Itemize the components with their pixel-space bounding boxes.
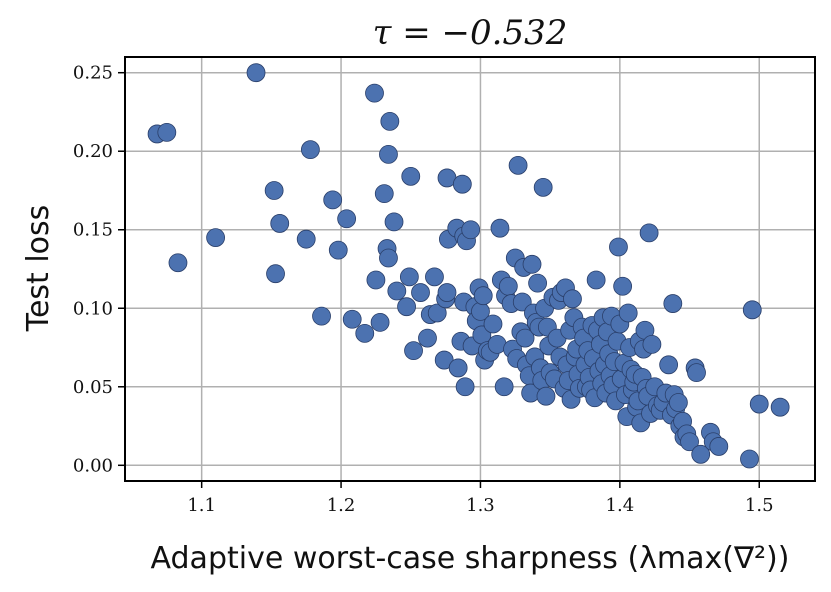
data-point: [270, 214, 290, 233]
data-point: [312, 306, 331, 326]
y-tick-label: 0.15: [73, 220, 113, 241]
data-point: [618, 303, 638, 323]
data-point: [380, 111, 400, 131]
data-point: [355, 323, 375, 343]
data-point: [418, 328, 437, 348]
data-point: [366, 270, 386, 290]
data-point: [749, 394, 769, 414]
data-point: [515, 328, 535, 348]
data-point: [455, 377, 475, 397]
data-point: [437, 283, 457, 302]
data-point: [296, 229, 316, 249]
x-tick-label: 1.4: [606, 495, 635, 516]
x-axis-ticks: 1.1 1.2 1.3 1.4 1.5: [187, 481, 774, 516]
data-point: [168, 253, 188, 273]
y-tick-label: 0.20: [73, 141, 113, 162]
data-point: [399, 267, 419, 287]
data-point: [246, 63, 266, 83]
data-point: [494, 377, 514, 397]
data-point: [300, 140, 320, 160]
x-tick-label: 1.2: [327, 495, 356, 516]
data-point: [411, 283, 430, 302]
data-point: [264, 181, 284, 200]
data-points: [147, 63, 790, 469]
data-point: [528, 273, 548, 293]
data-point: [328, 240, 348, 260]
data-point: [379, 144, 398, 164]
data-point: [365, 83, 384, 103]
data-point: [266, 264, 285, 284]
x-axis-label: Adaptive worst-case sharpness (λmax(∇²)): [151, 541, 790, 576]
data-point: [427, 303, 447, 323]
data-point: [384, 212, 404, 232]
y-axis-label: Test loss: [21, 205, 56, 333]
data-point: [533, 177, 553, 197]
data-point: [659, 355, 679, 375]
x-tick-label: 1.3: [466, 495, 495, 516]
data-point: [157, 122, 177, 142]
data-point: [563, 289, 582, 309]
data-point: [206, 228, 226, 247]
data-point: [397, 297, 416, 317]
data-point: [508, 155, 528, 175]
data-point: [483, 314, 503, 334]
data-point: [642, 334, 662, 354]
data-point: [740, 449, 759, 469]
data-point: [473, 286, 493, 306]
data-point: [709, 437, 729, 456]
data-point: [613, 276, 633, 296]
plot-area-frame: [124, 56, 816, 482]
data-point: [687, 363, 706, 383]
data-point: [401, 166, 421, 186]
data-point: [342, 309, 362, 329]
data-point: [522, 254, 542, 274]
y-tick-label: 0.05: [73, 377, 113, 398]
y-axis-ticks: 0.00 0.05 0.10 0.15 0.20 0.25: [73, 63, 125, 476]
data-point: [379, 248, 398, 268]
data-point: [452, 174, 472, 194]
data-point: [498, 276, 518, 296]
data-point: [387, 281, 407, 301]
x-tick-label: 1.5: [745, 495, 774, 516]
data-point: [663, 294, 683, 313]
x-tick-label: 1.1: [187, 495, 216, 516]
y-tick-label: 0.00: [73, 455, 113, 476]
data-point: [404, 341, 423, 361]
data-point: [370, 312, 390, 332]
data-point: [323, 190, 343, 210]
data-point: [337, 209, 357, 229]
data-point: [490, 218, 510, 238]
data-point: [639, 223, 659, 243]
data-point: [680, 432, 699, 452]
data-point: [586, 270, 606, 290]
data-point: [770, 397, 790, 417]
data-point: [374, 184, 394, 204]
data-point: [425, 267, 444, 287]
data-point: [448, 358, 468, 378]
data-point: [461, 220, 481, 240]
data-point: [609, 237, 628, 257]
y-tick-label: 0.25: [73, 63, 113, 84]
data-point: [742, 300, 762, 320]
chart-title: τ = −0.532: [373, 13, 568, 53]
grid-lines: [125, 57, 815, 481]
data-point: [691, 444, 711, 464]
data-point: [668, 393, 688, 412]
data-point: [536, 386, 556, 406]
y-tick-label: 0.10: [73, 298, 113, 319]
